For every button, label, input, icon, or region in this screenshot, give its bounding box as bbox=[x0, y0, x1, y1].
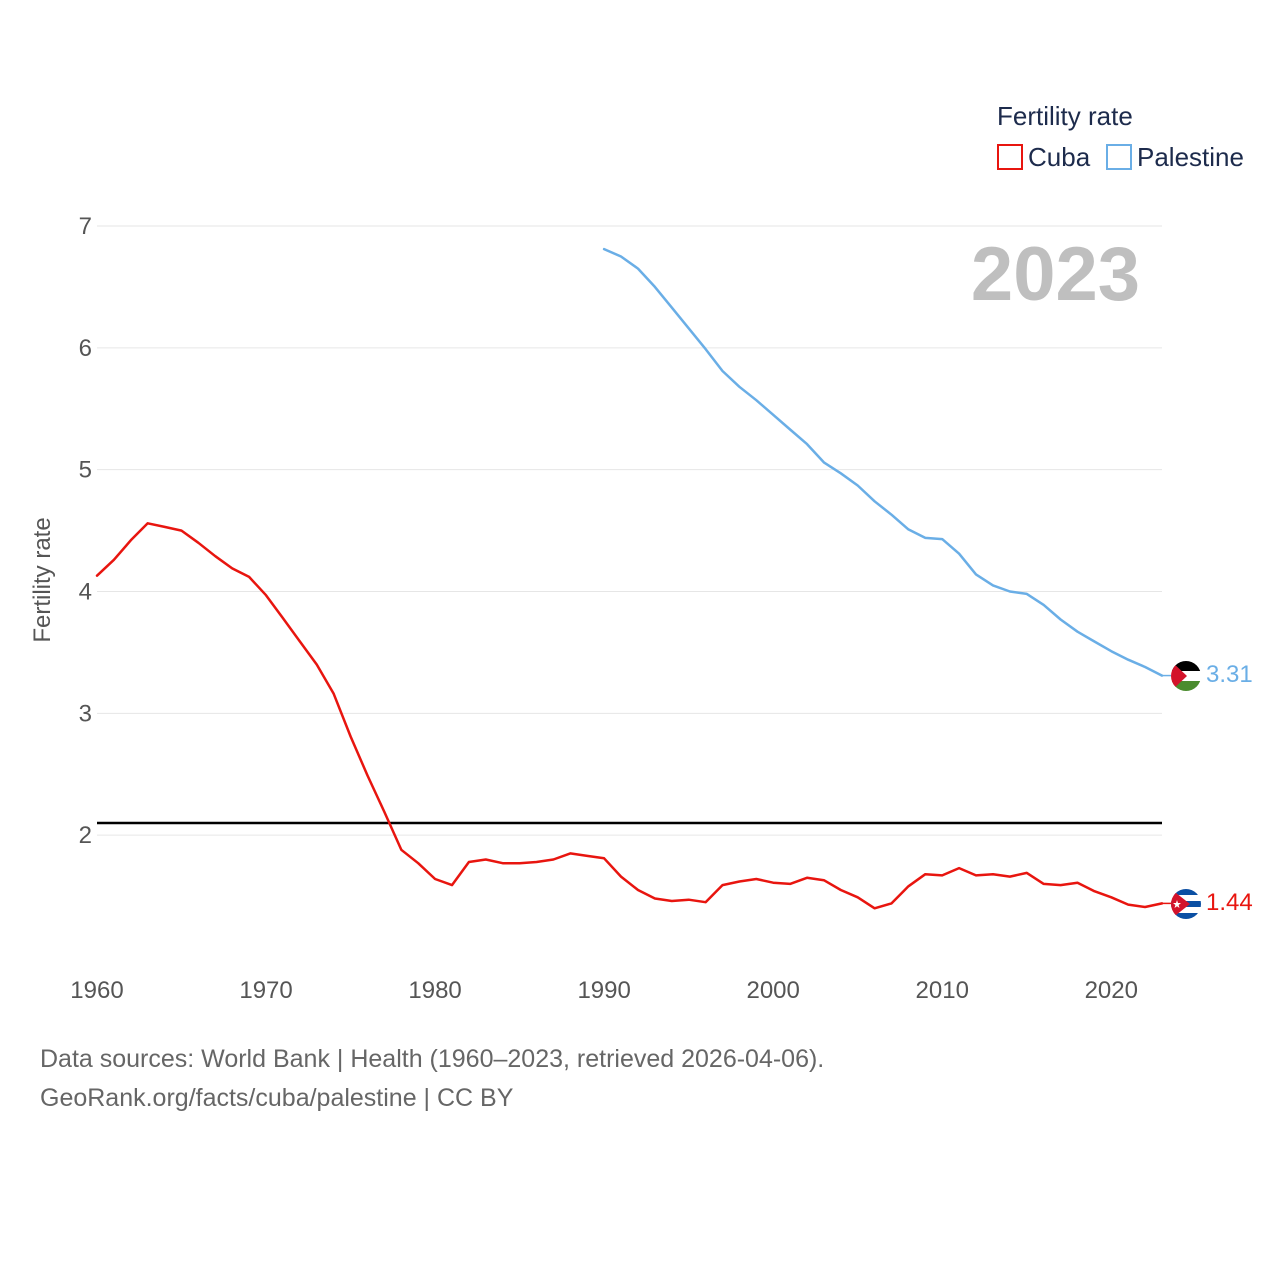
cuba-flag-icon bbox=[1171, 889, 1201, 919]
y-tick-label: 3 bbox=[79, 700, 92, 727]
axis-layer: 2 3 4 5 6 7 1960 1970 1980 1990 2000 2010 2020 bbox=[70, 213, 1138, 1004]
end-label-palestine: 3.31 bbox=[1206, 661, 1253, 688]
legend: Fertility rate Cuba Palestine bbox=[997, 101, 1244, 172]
x-tick-label: 1990 bbox=[577, 977, 630, 1004]
palestine-flag-icon bbox=[1171, 661, 1201, 691]
footer-attribution[interactable]: GeoRank.org/facts/cuba/palestine | CC BY bbox=[40, 1084, 514, 1112]
x-tick-label: 1970 bbox=[239, 977, 292, 1004]
y-axis-label: Fertility rate bbox=[29, 517, 56, 642]
legend-title: Fertility rate bbox=[997, 101, 1133, 131]
legend-swatch-cuba[interactable] bbox=[997, 144, 1023, 170]
y-tick-label: 4 bbox=[79, 579, 92, 606]
x-tick-label: 2000 bbox=[746, 977, 799, 1004]
end-label-cuba: 1.44 bbox=[1206, 889, 1253, 916]
legend-label-cuba[interactable]: Cuba bbox=[1028, 142, 1091, 172]
y-tick-label: 7 bbox=[79, 213, 92, 240]
series-line-cuba[interactable] bbox=[95, 522, 1164, 910]
legend-label-palestine[interactable]: Palestine bbox=[1137, 142, 1244, 172]
legend-swatch-palestine[interactable] bbox=[1106, 144, 1132, 170]
y-tick-label: 5 bbox=[79, 457, 92, 484]
series-layer bbox=[95, 247, 1171, 910]
x-tick-label: 2010 bbox=[916, 977, 969, 1004]
x-tick-label: 2020 bbox=[1085, 977, 1138, 1004]
year-label: 2023 bbox=[971, 232, 1140, 317]
footer-sources: Data sources: World Bank | Health (1960–… bbox=[40, 1045, 825, 1073]
y-tick-label: 2 bbox=[79, 822, 92, 849]
x-tick-label: 1960 bbox=[70, 977, 123, 1004]
y-tick-label: 6 bbox=[79, 335, 92, 362]
grid-layer bbox=[97, 225, 1162, 836]
series-line-palestine[interactable] bbox=[602, 247, 1164, 677]
x-tick-label: 1980 bbox=[408, 977, 461, 1004]
